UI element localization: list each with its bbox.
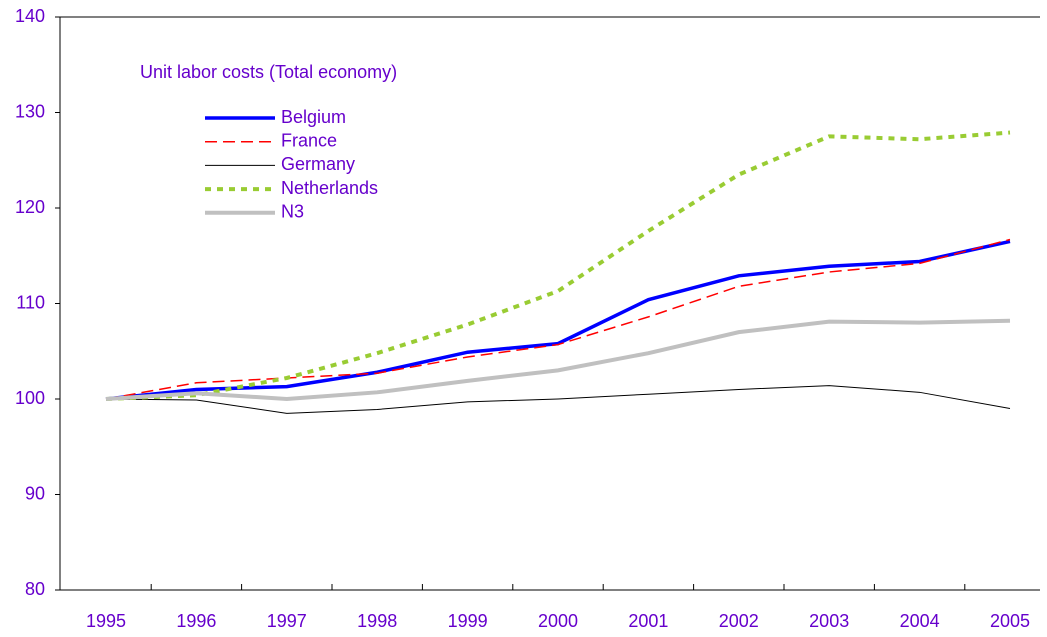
y-tick-label: 100 [15, 388, 45, 408]
x-tick-label: 2001 [628, 611, 668, 631]
series-line [105, 238, 1011, 400]
y-tick-label: 80 [25, 579, 45, 599]
x-tick-label: 2002 [719, 611, 759, 631]
x-tick-label: 2005 [990, 611, 1030, 631]
legend-label: France [281, 130, 337, 150]
series-line [105, 318, 1011, 402]
series-line [105, 130, 1011, 401]
series-line [105, 239, 1011, 401]
x-tick-label: 1999 [448, 611, 488, 631]
legend-label: Netherlands [281, 178, 378, 198]
x-tick-label: 1996 [176, 611, 216, 631]
y-tick-label: 110 [16, 292, 45, 312]
y-tick-label: 90 [25, 483, 45, 503]
series-line [105, 385, 1011, 414]
x-tick-label: 2000 [538, 611, 578, 631]
y-tick-label: 130 [15, 101, 45, 121]
x-tick-label: 1997 [267, 611, 307, 631]
x-tick-label: 1995 [86, 611, 126, 631]
x-tick-label: 2003 [809, 611, 849, 631]
legend-label: N3 [281, 202, 304, 222]
y-tick-label: 140 [15, 6, 45, 26]
chart-title: Unit labor costs (Total economy) [140, 62, 397, 82]
legend-label: Belgium [281, 107, 346, 127]
x-tick-label: 1998 [357, 611, 397, 631]
legend-label: Germany [281, 154, 355, 174]
x-tick-label: 2004 [900, 611, 940, 631]
y-tick-label: 120 [15, 197, 45, 217]
